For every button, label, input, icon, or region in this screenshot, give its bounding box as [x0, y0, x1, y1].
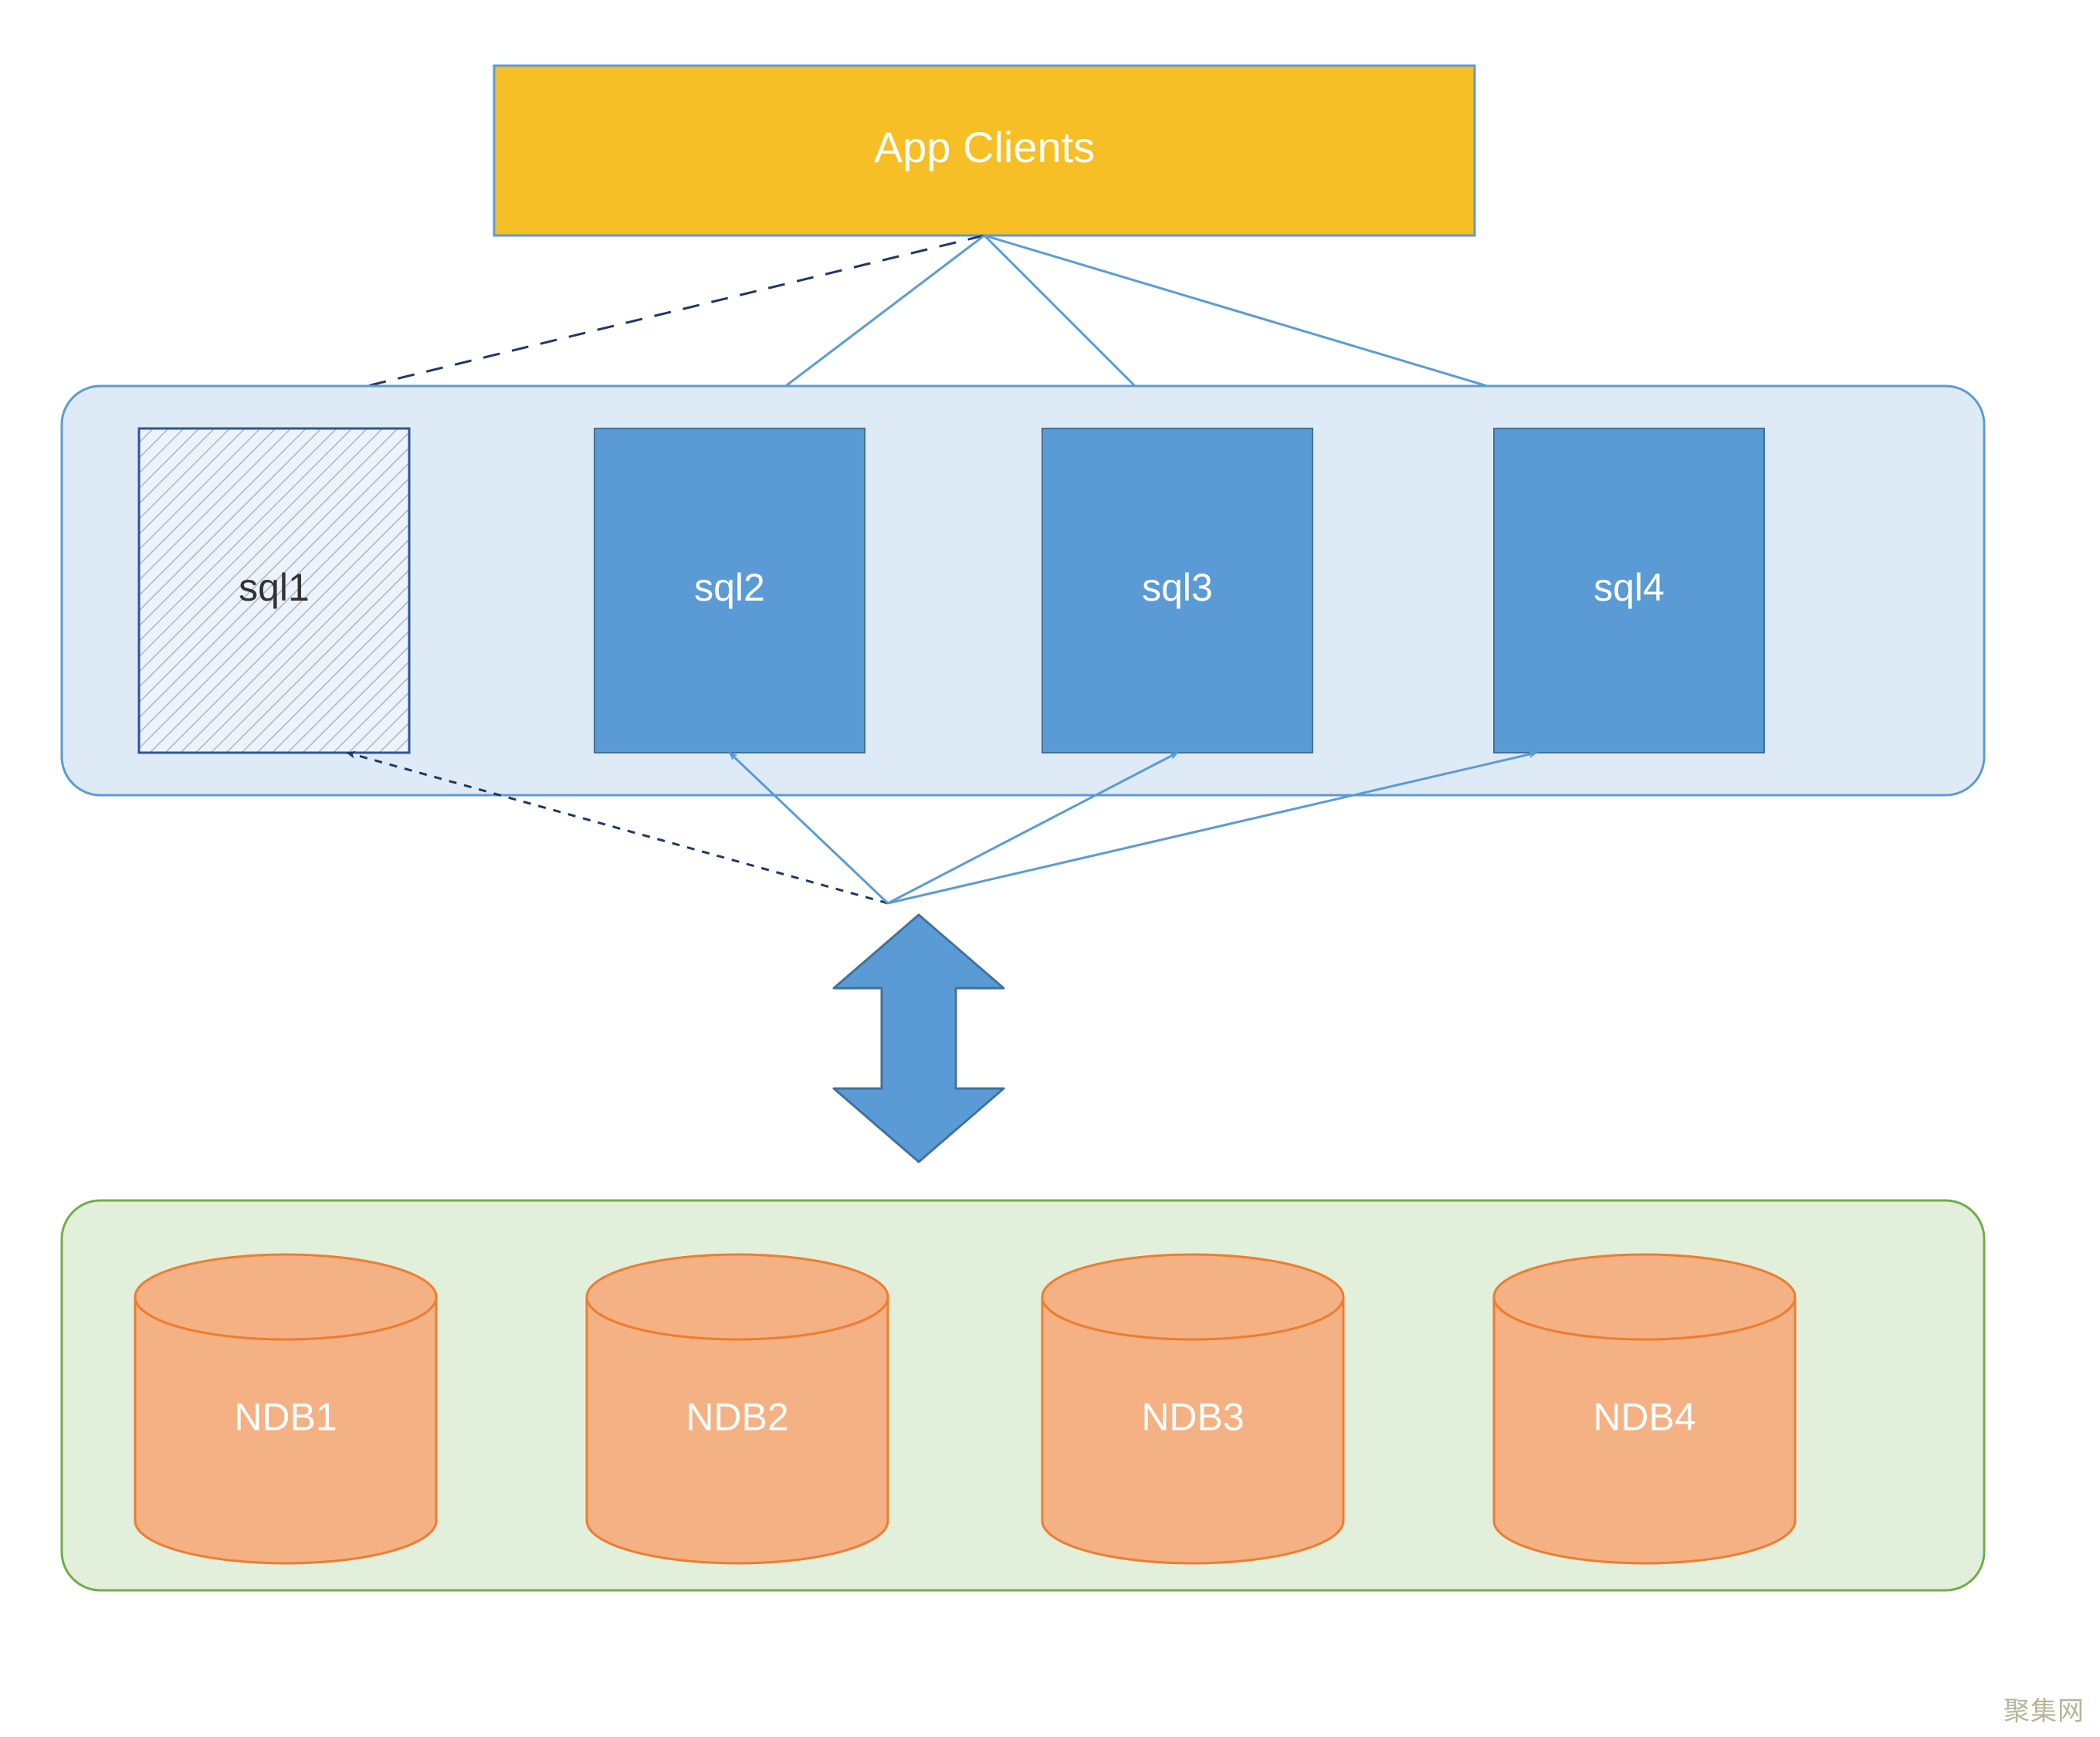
app-clients-box: App Clients [494, 66, 1475, 235]
ndb-node-label: NDB4 [1593, 1396, 1695, 1439]
ndb-node-label: NDB2 [686, 1396, 788, 1439]
sql-node-sql3: sql3 [1042, 428, 1312, 753]
sql-node-label: sql4 [1594, 566, 1665, 609]
sql-node-sql2: sql2 [594, 428, 865, 753]
ndb-node-ndb2: NDB2 [587, 1254, 888, 1563]
double-arrow-icon [834, 915, 1004, 1162]
ndb-node-ndb1: NDB1 [135, 1254, 436, 1563]
sql-node-sql4: sql4 [1494, 428, 1764, 753]
architecture-diagram: App Clients sql1 sql2 sql3 sql4 NDB1 NDB2 NDB3 N… [0, 0, 2100, 1737]
sql-node-label: sql1 [239, 566, 310, 609]
ndb-node-label: NDB3 [1141, 1396, 1244, 1439]
sql-node-label: sql3 [1142, 566, 1213, 609]
sql-node-sql1: sql1 [139, 428, 409, 753]
ndb-node-label: NDB1 [234, 1396, 337, 1439]
ndb-node-ndb3: NDB3 [1042, 1254, 1343, 1563]
sql-node-label: sql2 [694, 566, 765, 609]
app-clients-label: App Clients [874, 123, 1095, 171]
ndb-node-ndb4: NDB4 [1494, 1254, 1795, 1563]
watermark-text: 聚集网 [2003, 1690, 2085, 1728]
